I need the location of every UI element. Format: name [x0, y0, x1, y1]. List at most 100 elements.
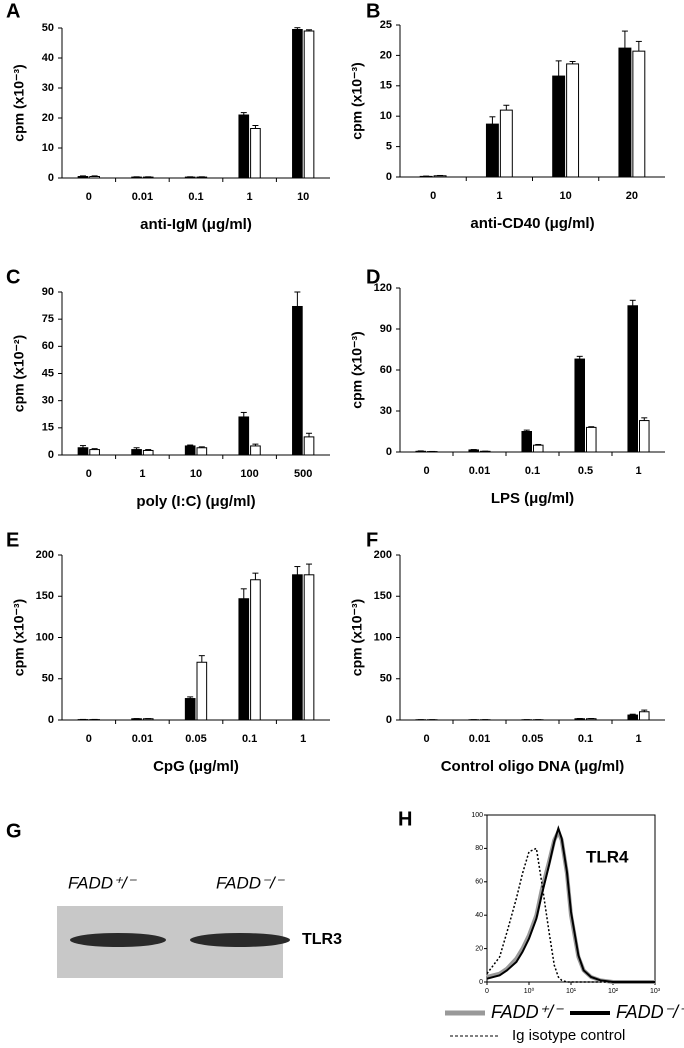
- error-bar: [252, 443, 259, 446]
- error-bar: [641, 709, 648, 712]
- x-tick-label: 0.01: [132, 733, 153, 745]
- x-tick-label: 1: [139, 468, 145, 480]
- x-tick-label: 1: [496, 190, 502, 202]
- y-tick-label: 40: [475, 912, 483, 919]
- x-tick-label: 100: [240, 468, 258, 480]
- y-tick-label: 0: [48, 172, 54, 184]
- error-bar: [635, 40, 642, 52]
- lane-label: FADD⁺/⁻: [68, 873, 138, 892]
- bar: [250, 128, 261, 179]
- error-bar: [240, 588, 247, 599]
- bar: [196, 447, 208, 456]
- bar: [627, 714, 639, 721]
- bar: [552, 75, 566, 178]
- error-bar: [294, 566, 301, 575]
- y-tick-label: 30: [42, 395, 54, 407]
- bar: [468, 449, 479, 453]
- bar: [196, 661, 208, 721]
- x-tick-label: 10: [297, 191, 309, 203]
- bar: [499, 109, 513, 178]
- error-bar: [240, 112, 247, 115]
- bar: [238, 114, 250, 179]
- y-tick-label: 200: [36, 549, 54, 561]
- blot-band: [70, 933, 166, 947]
- y-axis-label: cpm (x10⁻³): [11, 599, 27, 676]
- x-tick-label: 0.01: [469, 465, 490, 477]
- error-bar: [555, 60, 562, 77]
- y-tick-label: 80: [475, 845, 483, 852]
- x-tick-label: 0: [430, 190, 436, 202]
- panel-label: B: [366, 0, 380, 22]
- error-bar: [306, 432, 313, 437]
- x-tick-label: 10¹: [566, 988, 577, 995]
- y-tick-label: 15: [380, 80, 392, 92]
- y-tick-label: 0: [48, 714, 54, 726]
- bar: [303, 30, 315, 179]
- bar: [533, 444, 544, 453]
- bar: [639, 711, 650, 721]
- bar: [89, 449, 100, 456]
- error-bar: [240, 411, 247, 417]
- bar: [627, 305, 639, 453]
- y-axis-label: cpm (x10⁻³): [349, 62, 365, 139]
- y-tick-label: 40: [42, 52, 54, 64]
- error-bar: [503, 104, 510, 111]
- bar: [292, 305, 303, 456]
- panel-label: E: [6, 529, 19, 551]
- x-tick-label: 20: [626, 190, 638, 202]
- y-tick-label: 0: [386, 171, 392, 183]
- y-tick-label: 120: [374, 282, 392, 294]
- bar: [415, 450, 426, 453]
- x-tick-label: 0.1: [188, 191, 203, 203]
- error-bar: [588, 426, 595, 428]
- bar: [238, 416, 250, 456]
- error-bar: [198, 446, 205, 448]
- y-tick-label: 10: [380, 110, 392, 122]
- x-tick-label: 0: [86, 191, 92, 203]
- x-tick-label: 10³: [650, 988, 661, 995]
- panel-label: D: [366, 266, 380, 288]
- y-tick-label: 60: [380, 364, 392, 376]
- error-bar: [198, 655, 205, 663]
- y-axis-label: cpm (x10⁻²): [11, 335, 27, 412]
- x-tick-label: 10²: [608, 988, 619, 995]
- legend-label: FADD⁺/⁻: [491, 1002, 564, 1022]
- error-bar: [629, 299, 636, 306]
- error-bar: [187, 696, 194, 699]
- bar: [292, 574, 303, 721]
- x-axis-label: Control oligo DNA (μg/ml): [441, 758, 625, 775]
- error-bar: [621, 30, 628, 49]
- x-tick-label: 0.5: [578, 465, 593, 477]
- y-tick-label: 50: [42, 673, 54, 685]
- bar: [574, 358, 586, 453]
- bar: [632, 50, 646, 178]
- error-bar: [306, 563, 313, 575]
- y-tick-label: 100: [471, 812, 483, 819]
- x-axis-label: CpG (μg/ml): [153, 758, 239, 775]
- blot-panel: G FADD⁺/⁻ FADD⁻/⁻ TLR3: [6, 820, 342, 978]
- x-tick-label: 500: [294, 468, 312, 480]
- bar: [303, 574, 315, 721]
- panel-label: A: [6, 0, 20, 22]
- bar: [77, 447, 89, 456]
- x-tick-label: 0.01: [132, 191, 153, 203]
- x-tick-label: 0: [86, 468, 92, 480]
- x-tick-label: 0.01: [469, 733, 490, 745]
- x-axis-label: poly (I:C) (μg/ml): [136, 493, 255, 510]
- error-bar: [79, 445, 86, 448]
- y-axis-label: cpm (x10⁻³): [11, 64, 27, 141]
- panel-label: G: [6, 820, 22, 842]
- error-bar: [79, 175, 86, 177]
- bar: [485, 123, 499, 178]
- y-tick-label: 50: [380, 673, 392, 685]
- error-bar: [133, 447, 140, 450]
- lane-label: FADD⁻/⁻: [216, 873, 286, 892]
- y-tick-label: 50: [42, 22, 54, 34]
- y-tick-label: 100: [36, 631, 54, 643]
- bar: [639, 420, 650, 453]
- error-bar: [294, 291, 301, 307]
- x-tick-label: 0: [423, 733, 429, 745]
- y-tick-label: 0: [386, 714, 392, 726]
- error-bar: [641, 417, 648, 421]
